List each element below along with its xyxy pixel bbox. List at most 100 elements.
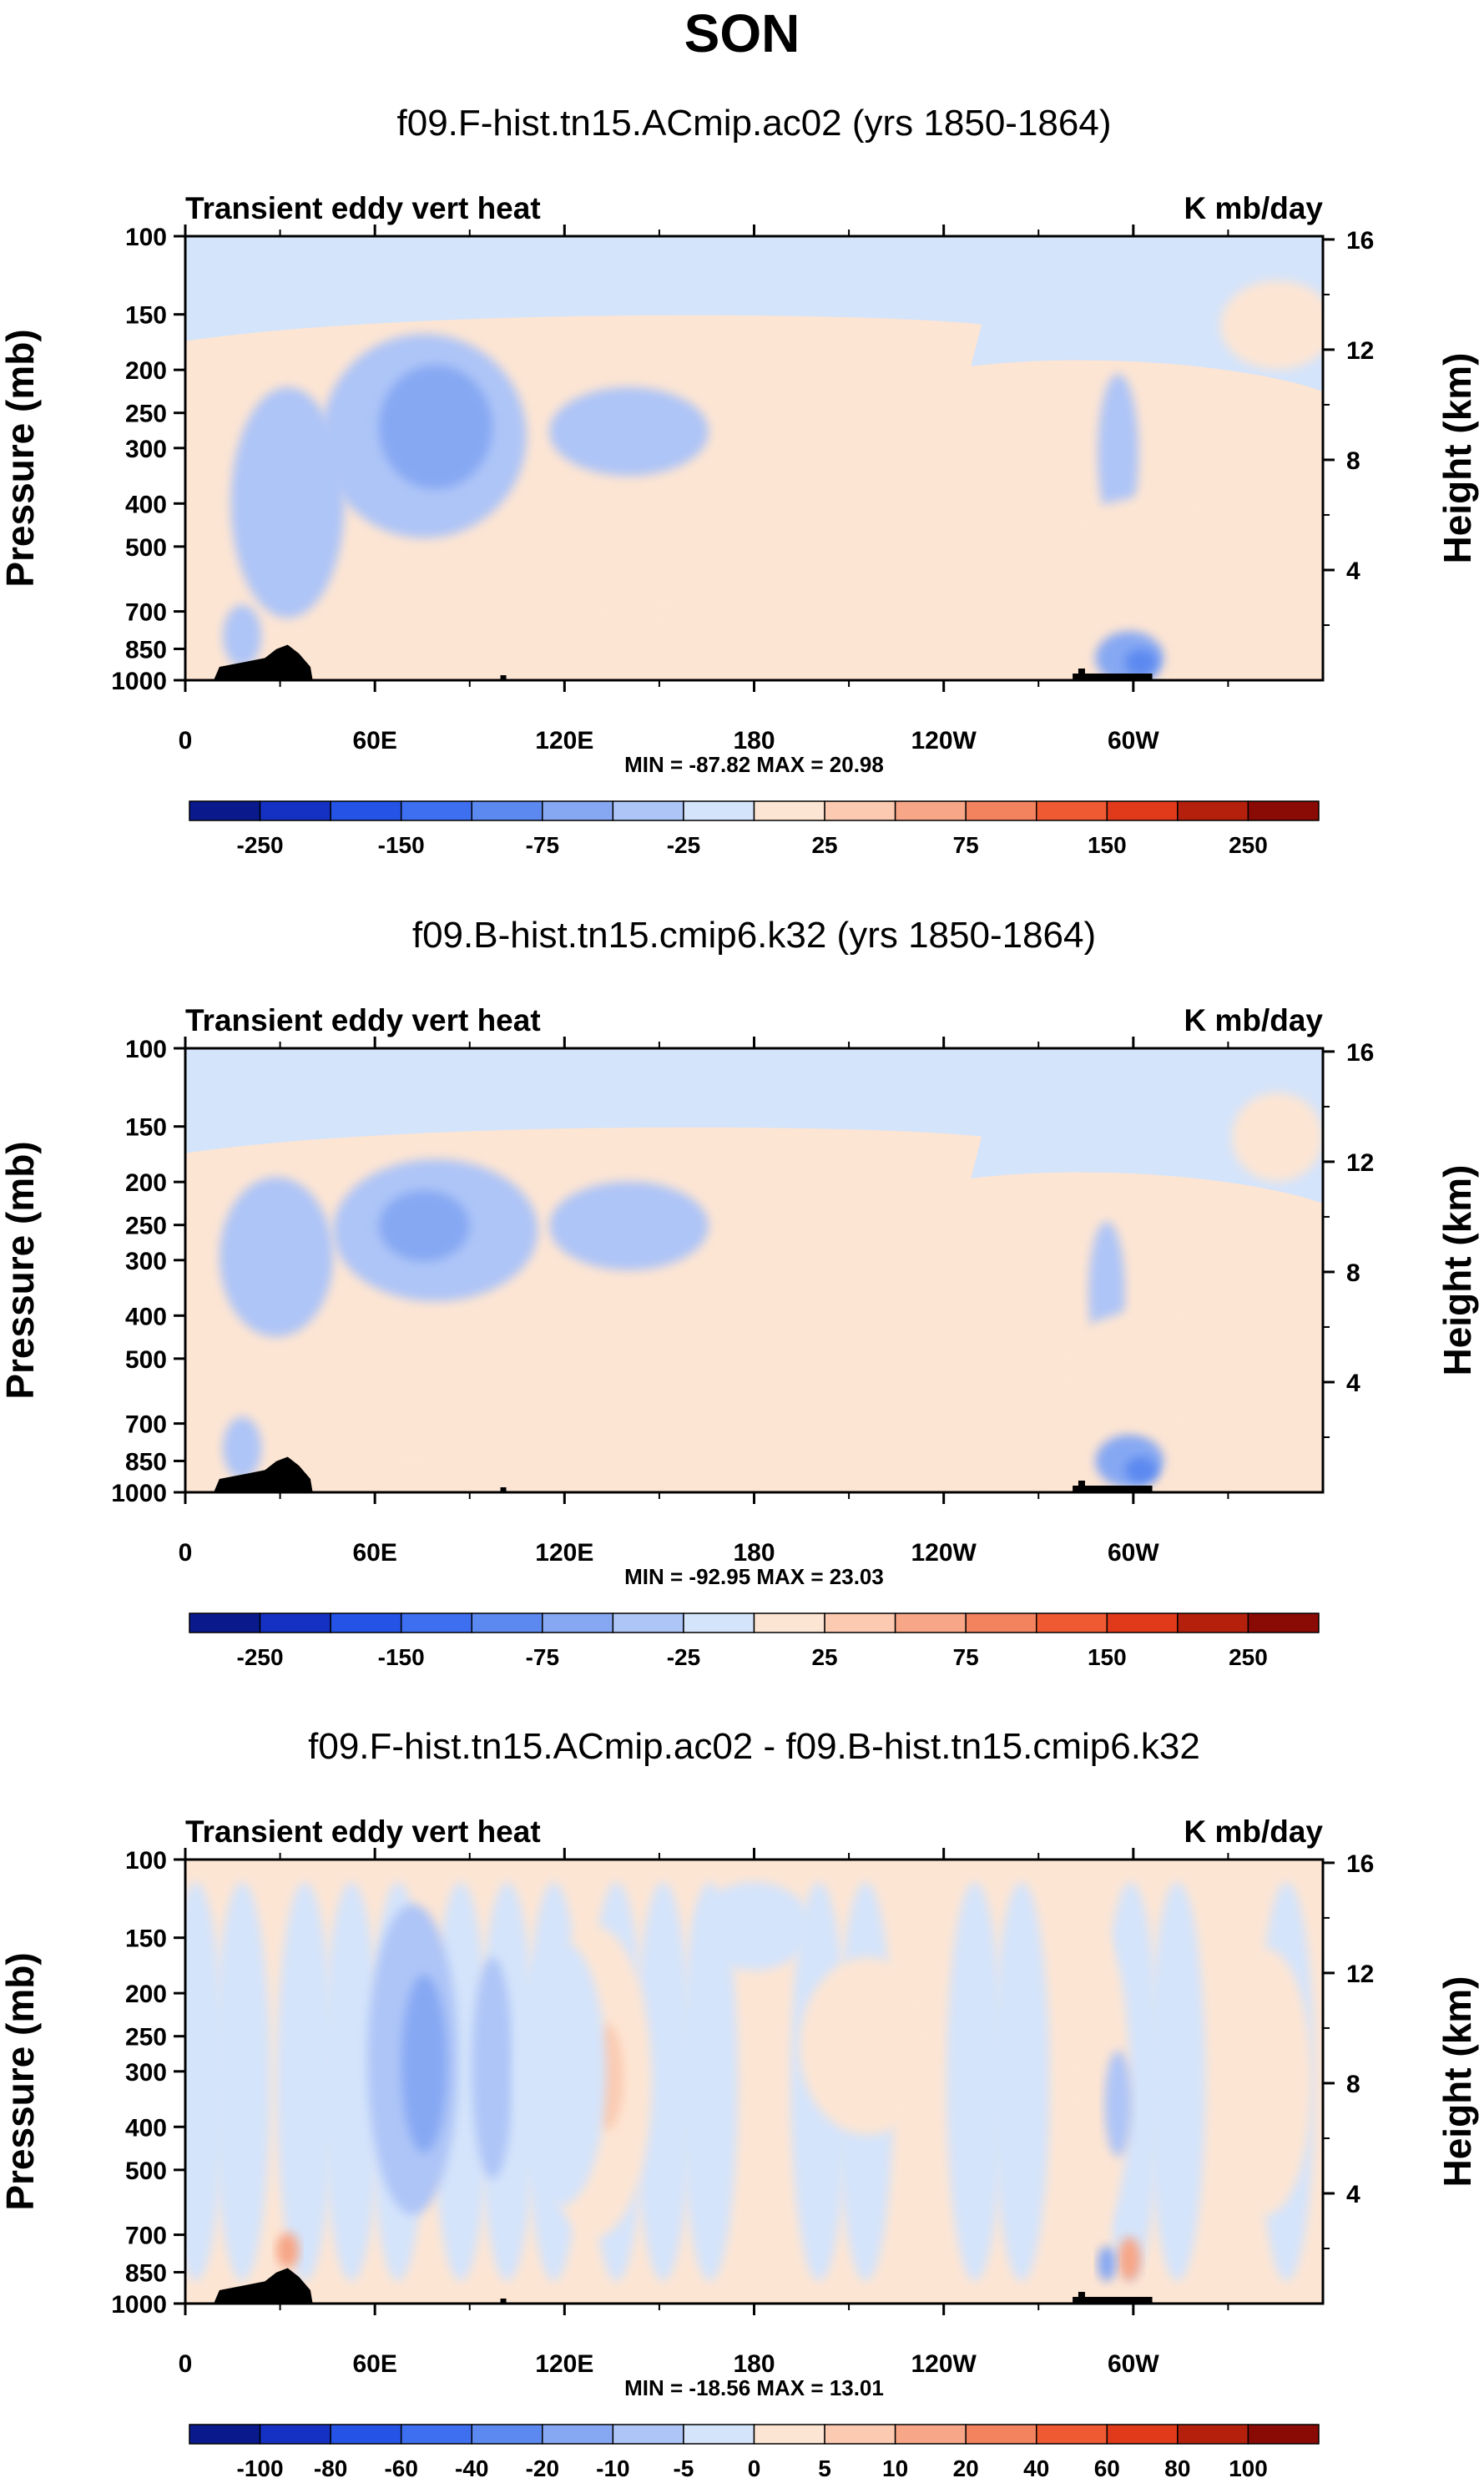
panel-3: f09.F-hist.tn15.ACmip.ac02 - f09.B-hist.… — [0, 1726, 1479, 2481]
colorbar-box — [965, 800, 1037, 821]
y-tick-label: 150 — [125, 1925, 167, 1953]
x-tick-label: 120W — [911, 1539, 977, 1567]
colorbar-label: 150 — [1088, 832, 1127, 858]
y-tick-label: 250 — [125, 1213, 167, 1240]
contour-region — [1049, 493, 1323, 601]
topography-island — [500, 675, 507, 680]
colorbar: -250 -150 -75 -25 25 75 150 250 — [189, 1612, 1320, 1670]
min-max-label: MIN = -18.56 MAX = 13.01 — [624, 2375, 884, 2400]
colorbar-box — [612, 2424, 684, 2445]
min-max-label: MIN = -92.95 MAX = 23.03 — [624, 1564, 884, 1589]
field-streak — [681, 1881, 739, 2282]
x-tick-label: 0 — [179, 727, 193, 754]
topography-peak — [1078, 1481, 1085, 1487]
colorbar-label: 75 — [953, 1644, 979, 1670]
panel-title: f09.F-hist.tn15.ACmip.ac02 (yrs 1850-186… — [397, 103, 1112, 144]
y-axis-label: Pressure (mb) — [0, 329, 42, 587]
colorbar-label: -250 — [237, 1644, 284, 1670]
contour-region — [344, 1443, 482, 1471]
left-string: Transient eddy vert heat — [185, 1003, 541, 1037]
colorbar-box — [683, 1612, 755, 1633]
y-axis-label: Pressure (mb) — [0, 1952, 42, 2210]
colorbar-box — [965, 2424, 1037, 2445]
y-right-tick-label: 4 — [1346, 558, 1360, 585]
y-right-tick-label: 16 — [1346, 1850, 1374, 1878]
x-tick-label: 120E — [535, 727, 593, 754]
x-tick-label: 180 — [733, 727, 775, 754]
contour-region — [222, 604, 262, 668]
contour-region — [572, 591, 755, 636]
panel-1: f09.F-hist.tn15.ACmip.ac02 (yrs 1850-186… — [0, 103, 1479, 858]
x-tick-label: 60E — [352, 2350, 396, 2378]
colorbar-box — [1036, 800, 1108, 821]
colorbar-box — [1106, 800, 1179, 821]
y-tick-label: 200 — [125, 1981, 167, 2008]
topography-island — [500, 2299, 507, 2304]
colorbar-label: 20 — [953, 2455, 979, 2481]
colorbar-label: -150 — [378, 1644, 425, 1670]
topography-peak — [1078, 669, 1085, 675]
y-tick-label: 500 — [125, 534, 167, 562]
colorbar-box — [894, 1612, 967, 1633]
colorbar: -100 -80 -60 -40 -20 -10 -5 0 5 10 20 40 60 80 100 — [189, 2424, 1320, 2481]
y-tick-label: 300 — [125, 436, 167, 463]
x-tick-label: 60W — [1108, 2350, 1159, 2378]
y-tick-label: 1000 — [111, 1480, 167, 1507]
contour-region — [800, 1957, 936, 2135]
y-right-tick-label: 8 — [1346, 2071, 1360, 2098]
colorbar-label: 60 — [1094, 2455, 1120, 2481]
contour-region — [472, 1957, 513, 2180]
topography-peak — [1078, 2292, 1085, 2299]
colorbar-box — [330, 800, 402, 821]
field-streak — [185, 1881, 225, 2282]
y-tick-label: 400 — [125, 491, 167, 518]
field-streak — [276, 1881, 334, 2282]
topography-africa — [214, 2268, 313, 2304]
contour-region — [1098, 2245, 1116, 2282]
colorbar-box — [259, 1612, 331, 1633]
x-tick-label: 120W — [911, 2350, 977, 2378]
colorbar-box — [400, 800, 472, 821]
colorbar-box — [1177, 800, 1249, 821]
y-tick-label: 400 — [125, 1303, 167, 1330]
colorbar-label: 0 — [748, 2455, 761, 2481]
colorbar-label: 75 — [953, 832, 979, 858]
y-right-tick-label: 12 — [1346, 1149, 1374, 1177]
y-tick-label: 500 — [125, 2157, 167, 2185]
colorbar-box — [259, 2424, 331, 2445]
colorbar-box — [1247, 2424, 1320, 2445]
x-tick-label: 120W — [911, 727, 977, 754]
y-tick-label: 300 — [125, 2059, 167, 2087]
field-streak — [1148, 1881, 1206, 2282]
panels: f09.F-hist.tn15.ACmip.ac02 (yrs 1850-186… — [0, 103, 1479, 2481]
colorbar-box — [824, 800, 896, 821]
y-tick-label: 1000 — [111, 2291, 167, 2319]
colorbar-box — [542, 1612, 614, 1633]
colorbar-box — [683, 2424, 755, 2445]
colorbar-box — [400, 1612, 472, 1633]
main-title: SON — [684, 3, 800, 63]
field-streak — [214, 1881, 271, 2282]
y-tick-label: 300 — [125, 1248, 167, 1275]
contour-region — [1061, 1925, 1130, 2238]
colorbar-box — [189, 2424, 261, 2445]
y-tick-label: 850 — [125, 2259, 167, 2287]
contour-region — [549, 386, 709, 477]
field-streak — [634, 1881, 692, 2282]
colorbar-box — [1247, 1612, 1320, 1633]
colorbar-box — [1177, 1612, 1249, 1633]
colorbar-box — [683, 800, 755, 821]
colorbar-label: -250 — [237, 832, 284, 858]
y-axis-label-right: Height (km) — [1436, 1976, 1479, 2188]
units-label: K mb/day — [1184, 191, 1323, 225]
topography-andes — [1073, 1486, 1153, 1492]
colorbar-box — [189, 800, 261, 821]
colorbar-box — [824, 2424, 896, 2445]
colorbar-label: 10 — [882, 2455, 908, 2481]
colorbar-box — [330, 2424, 402, 2445]
y-tick-label: 700 — [125, 2223, 167, 2250]
colorbar-label: -10 — [596, 2455, 629, 2481]
colorbar-label: 250 — [1229, 832, 1268, 858]
contour-region — [1118, 2237, 1141, 2282]
colorbar-box — [259, 800, 331, 821]
